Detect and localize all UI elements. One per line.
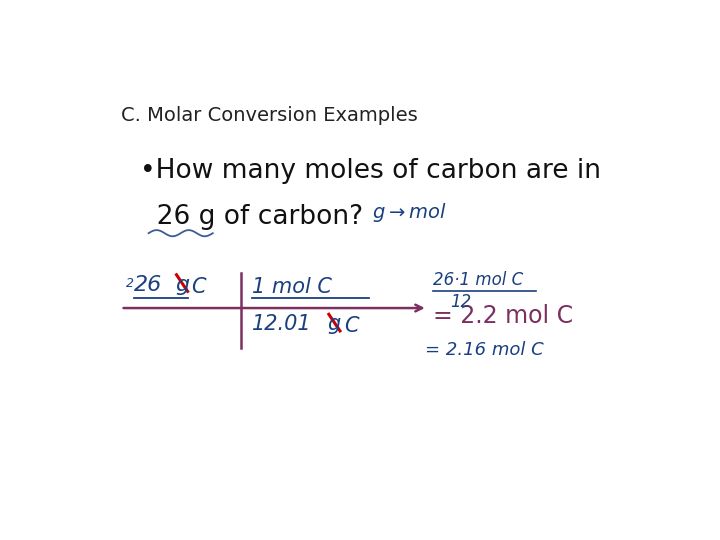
Text: 2: 2 [126, 277, 134, 290]
Text: g: g [327, 314, 341, 334]
Text: C: C [192, 277, 206, 297]
Text: = 2.2 mol C: = 2.2 mol C [433, 304, 573, 328]
Text: 12.01: 12.01 [252, 314, 312, 334]
Text: 26·1 mol C: 26·1 mol C [433, 271, 523, 288]
Text: 26 g of carbon?: 26 g of carbon? [140, 204, 364, 230]
Text: •How many moles of carbon are in: •How many moles of carbon are in [140, 158, 601, 184]
Text: 12: 12 [450, 294, 471, 312]
Text: g: g [175, 275, 189, 295]
Text: = 2.16 mol C: = 2.16 mol C [425, 341, 544, 359]
Text: C: C [344, 316, 359, 336]
Text: $g \rightarrow mol$: $g \rightarrow mol$ [372, 201, 446, 224]
Text: C. Molar Conversion Examples: C. Molar Conversion Examples [121, 106, 418, 125]
Text: 26: 26 [133, 275, 162, 295]
Text: 1 mol C: 1 mol C [252, 277, 332, 297]
